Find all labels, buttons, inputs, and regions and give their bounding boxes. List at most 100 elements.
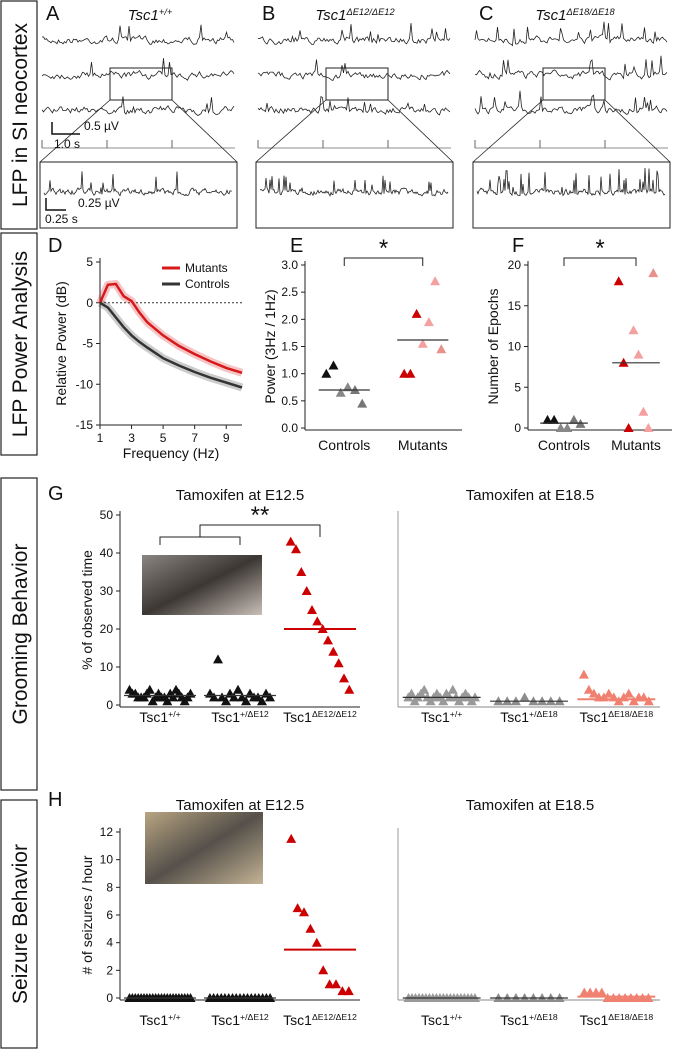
- data-point: [185, 688, 196, 698]
- category-label: Tsc1+/+: [421, 1012, 462, 1028]
- data-point: [331, 979, 341, 989]
- data-point: [318, 965, 329, 975]
- lfp-trace: [474, 55, 668, 81]
- category-label: Tsc1+/+: [421, 709, 462, 725]
- y-axis-label: Power (3Hz / 1Hz): [262, 289, 278, 403]
- zoom-line: [604, 99, 671, 163]
- data-point: [578, 669, 589, 679]
- chart-title: Tamoxifen at E12.5: [176, 487, 304, 504]
- category-label-sup: +/+: [450, 709, 463, 719]
- category-label-base: Tsc1: [421, 1012, 450, 1028]
- data-point: [324, 979, 335, 989]
- data-point: [555, 423, 566, 432]
- scale-bar: [45, 198, 66, 211]
- data-point: [335, 387, 346, 397]
- data-point: [328, 360, 339, 370]
- zoom-panel: [255, 161, 454, 229]
- data-point: [549, 414, 560, 424]
- category-label-base: Tsc1: [139, 709, 168, 725]
- data-point: [305, 923, 316, 933]
- y-tick-label: 0.0: [281, 421, 298, 435]
- genotype-title-sup: ΔE18/ΔE18: [565, 7, 615, 17]
- genotype-title-base: Tsc1: [315, 7, 346, 24]
- category-label-base: Tsc1: [283, 1012, 312, 1028]
- category-label-sup: +/ΔE18: [529, 1012, 558, 1022]
- data-point: [447, 684, 458, 694]
- zoom-box: [325, 67, 389, 101]
- panel-letter: H: [48, 789, 62, 811]
- x-tick-label: 3: [128, 431, 135, 445]
- data-point: [328, 646, 339, 656]
- data-point: [623, 423, 634, 432]
- category-label: Tsc1+/+: [139, 709, 180, 725]
- category-label: Tsc1ΔE18/ΔE18: [580, 1012, 654, 1028]
- genotype-title: Tsc1ΔE18/ΔE18: [535, 7, 615, 24]
- category-label-base: Tsc1: [211, 709, 240, 725]
- y-tick-label: 10: [100, 853, 114, 867]
- data-point: [430, 276, 441, 286]
- y-tick-label: 5: [514, 380, 521, 394]
- genotype-title: Tsc1ΔE12/ΔE12: [315, 7, 395, 24]
- zoom-box: [109, 67, 173, 101]
- y-tick-label: -10: [76, 377, 94, 391]
- lfp-trace: [41, 24, 235, 45]
- data-point: [286, 833, 297, 843]
- y-tick-label: 40: [100, 546, 114, 560]
- data-point: [307, 605, 317, 614]
- y-tick-label: 0.5: [281, 394, 298, 408]
- data-point: [613, 276, 624, 286]
- data-point: [321, 368, 332, 378]
- category-label-base: Tsc1: [500, 1012, 529, 1028]
- data-point: [419, 684, 430, 694]
- scale-label: 0.25 s: [45, 212, 78, 226]
- category-label-base: Tsc1: [421, 709, 450, 725]
- panel-letter: B: [262, 3, 275, 25]
- chart-title: Tamoxifen at E18.5: [466, 797, 594, 814]
- data-point: [311, 937, 322, 947]
- y-tick-label: 1.5: [281, 340, 298, 354]
- category-label-base: Tsc1: [580, 709, 609, 725]
- data-point: [542, 414, 553, 424]
- y-axis-label: Number of Epochs: [485, 289, 501, 405]
- legend-label: Controls: [185, 277, 230, 291]
- y-tick-label: 15: [508, 299, 522, 313]
- data-point: [638, 406, 649, 416]
- y-tick-label: 0: [106, 991, 113, 1005]
- significance-bracket: [343, 257, 424, 266]
- data-point: [339, 673, 349, 683]
- category-label-sup: ΔE18/ΔE18: [608, 1012, 653, 1022]
- mouse-photo: [142, 555, 262, 615]
- x-tick-label: 1: [97, 431, 104, 445]
- data-point: [162, 696, 173, 706]
- mouse-photo: [145, 812, 263, 884]
- y-tick-label: 2.0: [281, 312, 298, 326]
- category-label: Tsc1+/ΔE18: [500, 709, 558, 725]
- data-point: [438, 696, 449, 706]
- data-point: [623, 688, 634, 698]
- data-point: [168, 692, 179, 702]
- panel-letter: C: [479, 3, 493, 25]
- legend-label: Mutants: [185, 261, 228, 275]
- data-point: [583, 684, 594, 694]
- y-tick-label: 30: [100, 584, 114, 598]
- zoom-line: [255, 99, 327, 163]
- x-tick-label: 7: [191, 431, 198, 445]
- scale-label: 1.0 s: [54, 137, 80, 151]
- data-point: [643, 696, 654, 706]
- category-label-sup: +/+: [168, 1012, 181, 1022]
- data-point: [588, 688, 599, 698]
- side-label: LFP in SI neocortex: [9, 22, 32, 207]
- genotype-title: Tsc1+/+: [128, 7, 173, 24]
- zoom-line: [39, 99, 111, 163]
- data-point: [209, 692, 219, 702]
- panel-letter: E: [290, 235, 303, 257]
- data-point: [436, 344, 447, 354]
- data-point: [285, 536, 296, 546]
- category-label-sup: ΔE12/ΔE12: [312, 1012, 357, 1022]
- data-point: [265, 692, 275, 702]
- data-point: [233, 684, 243, 694]
- y-tick-label: 1.0: [281, 367, 298, 381]
- chart-title: Tamoxifen at E12.5: [176, 797, 304, 814]
- data-point: [291, 544, 301, 554]
